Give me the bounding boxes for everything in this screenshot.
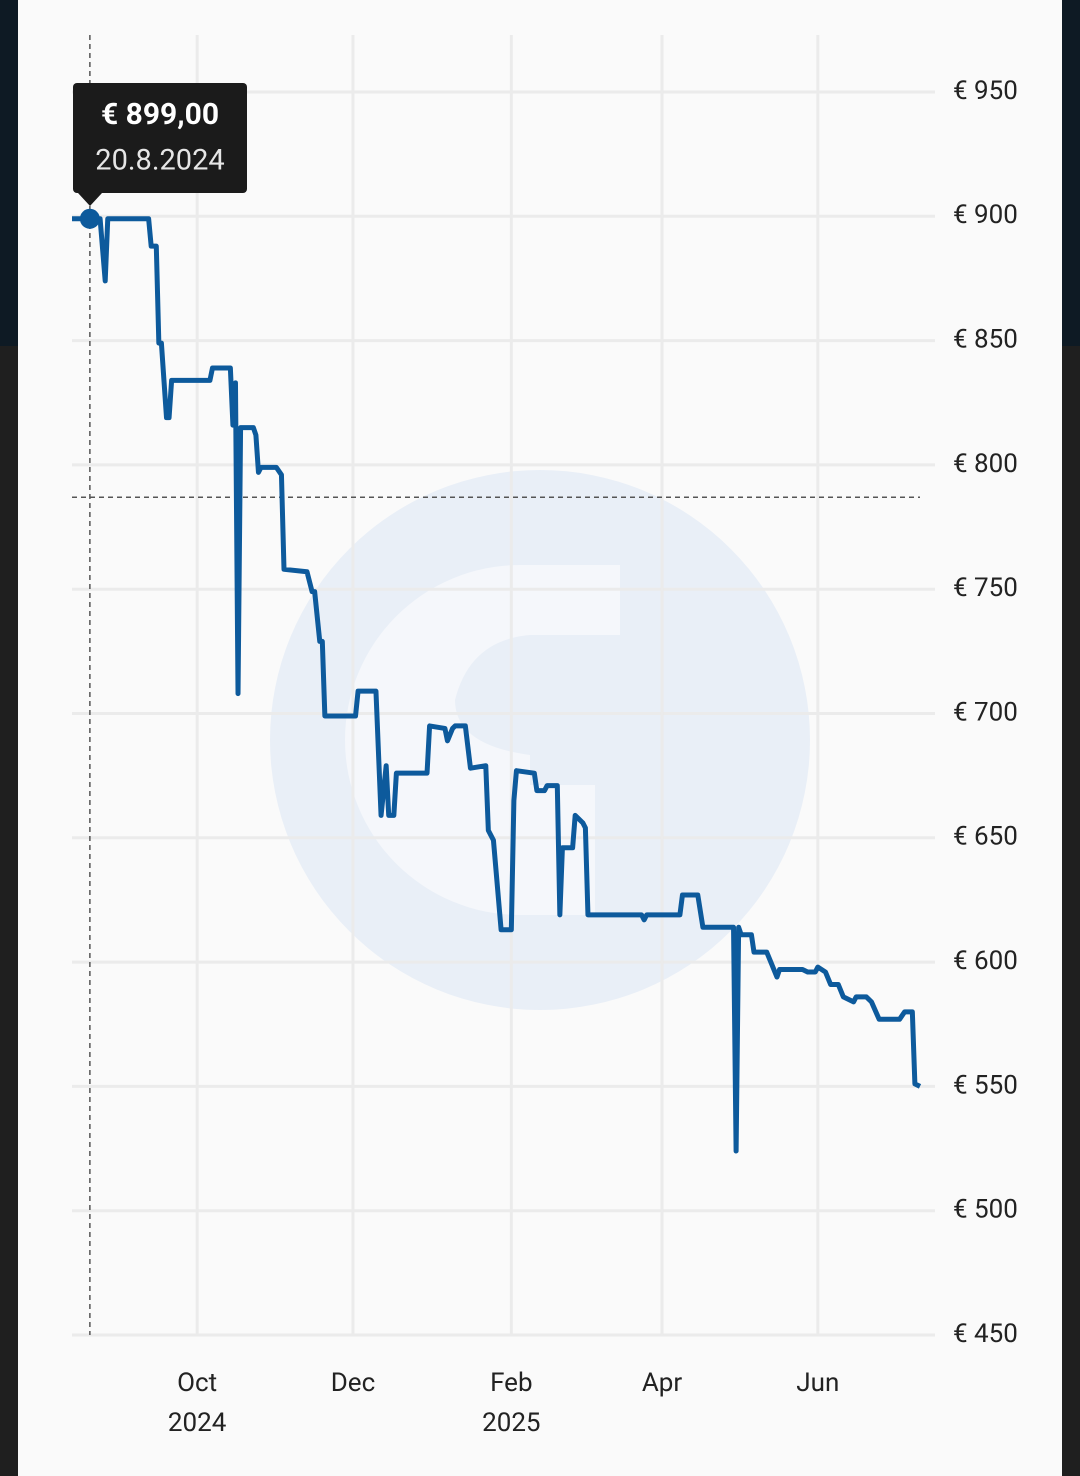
y-tick-label: € 450 — [953, 1319, 1018, 1349]
x-tick-label: Oct — [177, 1368, 217, 1398]
tooltip-pointer — [78, 193, 102, 206]
y-tick-label: € 950 — [953, 76, 1018, 106]
x-year-label: 2025 — [482, 1408, 540, 1438]
tooltip-marker — [79, 208, 100, 229]
x-year-label: 2024 — [168, 1408, 227, 1438]
watermark — [270, 470, 810, 1010]
labels: € 450 € 500 € 550 € 600 € 650 € 700 € 750 € 800… — [168, 76, 1018, 1438]
y-tick-label: € 850 — [953, 324, 1018, 354]
x-tick-label: Feb — [490, 1368, 533, 1398]
tooltip-date: 20.8.2024 — [95, 144, 224, 178]
y-tick-label: € 600 — [953, 946, 1018, 976]
y-tick-label: € 700 — [953, 697, 1018, 727]
grid — [72, 35, 935, 1337]
y-tick-label: € 500 — [953, 1195, 1018, 1225]
y-tick-label: € 550 — [953, 1070, 1018, 1100]
plot — [72, 208, 922, 1154]
watermark-logo — [345, 565, 620, 915]
x-tick-label: Dec — [331, 1368, 375, 1398]
tooltip: € 899,00 20.8.2024 — [73, 83, 247, 206]
x-tick-label: Jun — [796, 1368, 839, 1398]
price-line — [72, 216, 922, 1154]
tooltip-box — [73, 83, 247, 193]
x-tick-label: Apr — [642, 1368, 683, 1398]
y-tick-label: € 750 — [953, 573, 1018, 603]
y-tick-label: € 800 — [953, 449, 1018, 479]
watermark-circle — [270, 470, 810, 1010]
y-tick-label: € 650 — [953, 822, 1018, 852]
tooltip-price: € 899,00 — [101, 97, 219, 132]
y-tick-label: € 900 — [953, 200, 1018, 230]
